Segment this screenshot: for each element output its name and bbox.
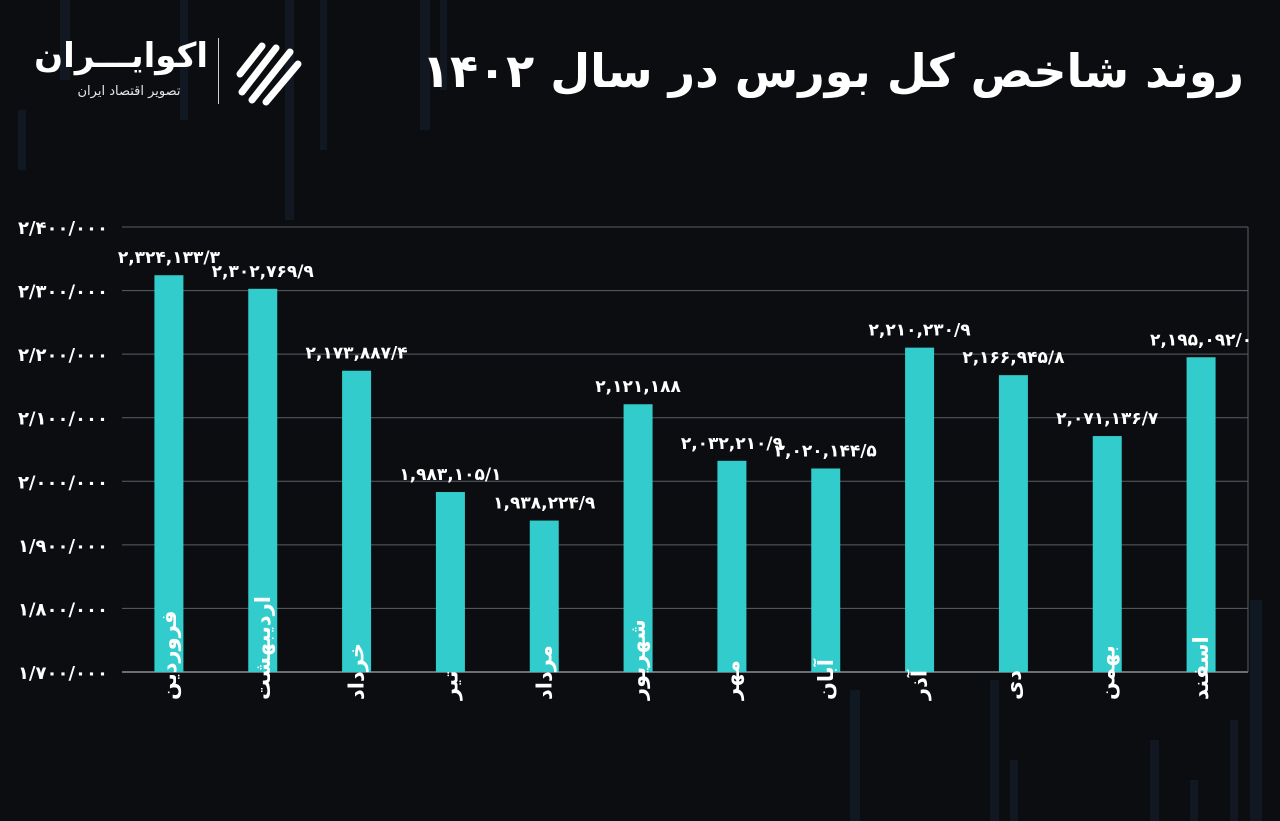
y-tick-label: ۲/۲۰۰/۰۰۰ [18,345,108,366]
data-label: ۲,۱۹۵,۰۹۲/۰ [1150,330,1252,350]
x-tick-label: فروردین [157,610,181,700]
data-labels: ۲,۳۲۴,۱۳۳/۳۲,۳۰۲,۷۶۹/۹ ۲,۱۷۳,۸۸۷/۴ ۱,۹۸۳,۱… [118,248,1252,513]
grid-lines [122,226,1249,673]
y-tick-label: ۱/۸۰۰/۰۰۰ [18,599,108,620]
data-label: ۱,۹۳۸,۲۲۴/۹ [493,494,596,514]
bar [811,468,841,672]
x-tick-label: شهریور [626,619,650,701]
page-title: روند شاخص کل بورس در سال ۱۴۰۲ [421,44,1244,98]
bar [342,370,372,672]
data-label: ۲,۰۲۰,۱۴۴/۵ [775,441,877,461]
x-tick-label: بهمن [1095,645,1119,700]
x-axis: فروردین اردیبهشت خرداد تیر مرداد شهریور مهر آبا… [157,596,1213,701]
x-tick-label: تیر [438,670,462,701]
x-tick-label: مرداد [532,645,556,700]
logo-divider [218,38,219,104]
logo-tagline: تصویر اقتصاد ایران [77,84,181,99]
y-tick-label: ۱/۷۰۰/۰۰۰ [18,663,108,684]
logo-name: اکوایـــران [34,36,208,76]
ecoiran-logo-icon [236,42,302,106]
x-tick-label: آذر [907,669,932,701]
data-label: ۲,۰۳۲,۲۱۰/۹ [681,434,784,454]
bars [154,275,1216,672]
bar [998,375,1028,672]
data-label: ۱,۹۸۳,۱۰۵/۱ [399,465,501,485]
data-label: ۲,۱۷۳,۸۸۷/۴ [306,344,408,364]
data-label: ۲,۳۲۴,۱۳۳/۳ [118,248,221,268]
y-tick-label: ۲/۰۰۰/۰۰۰ [18,472,108,493]
x-tick-label: آبان [813,658,838,700]
bar [905,347,935,672]
x-tick-label: خرداد [345,643,369,700]
y-axis: ۱/۷۰۰/۰۰۰ ۱/۸۰۰/۰۰۰ ۱/۹۰۰/۰۰۰ ۲/۰۰۰/۰۰۰ ۲/۱۰… [18,218,108,684]
data-label: ۲,۲۱۰,۲۳۰/۹ [869,321,972,341]
x-tick-label: اسفند [1189,636,1213,700]
bar [717,460,747,672]
brand-logo: اکوایـــران تصویر اقتصاد ایران [34,32,320,112]
data-label: ۲,۳۰۲,۷۶۹/۹ [212,262,315,282]
bar [248,288,278,672]
data-label: ۲,۰۷۱,۱۳۶/۷ [1056,409,1159,429]
x-tick-label: مهر [720,660,744,701]
x-tick-label: اردیبهشت [251,596,275,700]
bar [1092,436,1122,672]
y-tick-label: ۲/۴۰۰/۰۰۰ [18,218,108,239]
bar [623,404,653,672]
data-label: ۲,۱۶۶,۹۴۵/۸ [962,348,1065,368]
bar [1186,357,1216,672]
bar [529,520,559,672]
y-tick-label: ۲/۳۰۰/۰۰۰ [18,282,108,303]
data-label: ۲,۱۲۱,۱۸۸ [595,377,681,397]
x-tick-label: دی [1001,670,1025,700]
bar [154,275,184,672]
y-tick-label: ۲/۱۰۰/۰۰۰ [18,409,108,430]
bar [435,492,465,672]
y-tick-label: ۱/۹۰۰/۰۰۰ [18,536,108,557]
